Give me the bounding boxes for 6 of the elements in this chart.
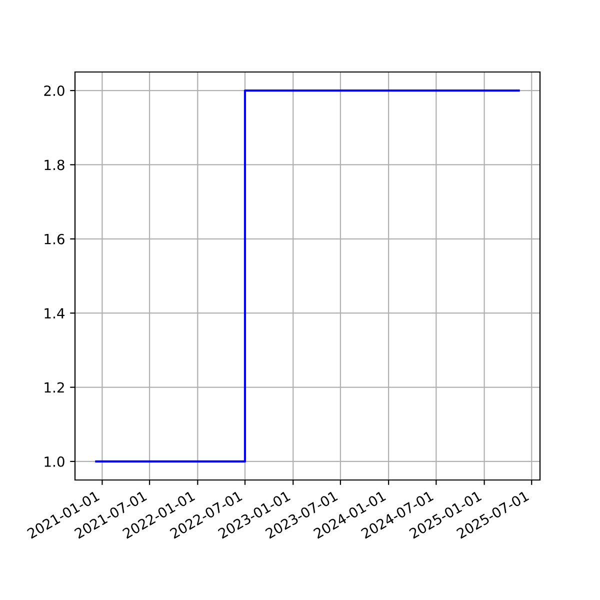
y-tick-label: 1.4: [44, 308, 64, 318]
y-tick-label: 1.2: [44, 382, 64, 393]
y-tick-label: 1.8: [44, 160, 64, 170]
y-tick-label: 1.0: [44, 456, 64, 467]
y-tick-label: 2.0: [44, 86, 64, 96]
y-tick-label: 1.6: [44, 234, 64, 244]
